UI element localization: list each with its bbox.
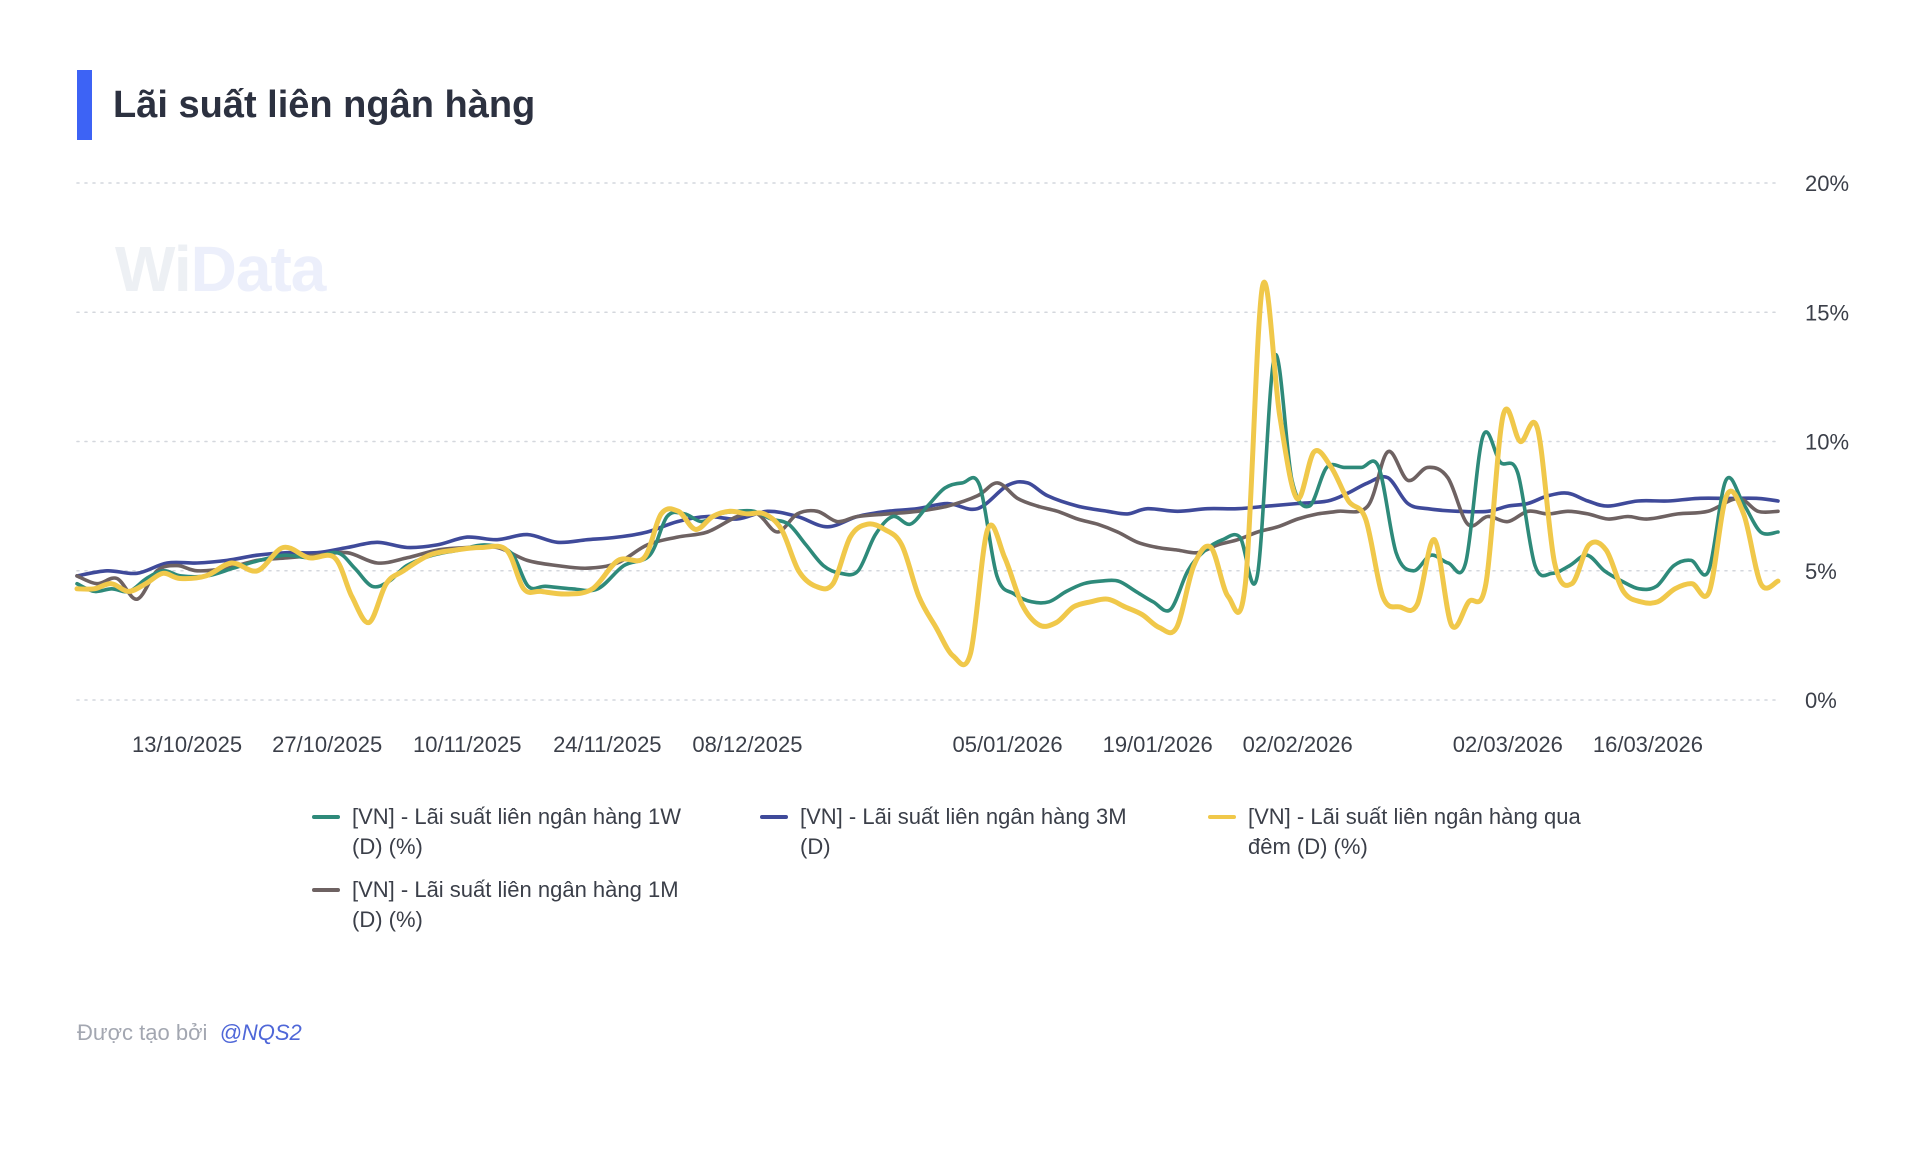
legend-swatch-1w — [312, 815, 340, 819]
x-tick-label: 08/12/2025 — [692, 732, 802, 757]
chart-title: Lãi suất liên ngân hàng — [113, 83, 536, 126]
x-tick-label: 02/03/2026 — [1453, 732, 1563, 757]
legend-item-1w[interactable]: [VN] - Lãi suất liên ngân hàng 1W (D) (%) — [312, 802, 712, 862]
series-line-on[interactable] — [74, 280, 1781, 668]
y-tick-label: 5% — [1805, 559, 1837, 584]
series-line-1w[interactable] — [75, 352, 1780, 613]
series-line-1m[interactable] — [75, 449, 1780, 601]
y-tick-label: 20% — [1805, 171, 1849, 196]
watermark-logo: WiData — [115, 233, 326, 305]
footer-credit: Được tạo bởi @NQS2 — [77, 1020, 302, 1046]
x-tick-label: 05/01/2026 — [952, 732, 1062, 757]
x-tick-label: 10/11/2025 — [413, 732, 521, 757]
series-line-3m[interactable] — [75, 474, 1780, 578]
x-tick-label: 16/03/2026 — [1593, 732, 1703, 757]
x-tick-label: 02/02/2026 — [1243, 732, 1353, 757]
legend-item-3m[interactable]: [VN] - Lãi suất liên ngân hàng 3M (D) — [760, 802, 1160, 862]
legend-label-1w: [VN] - Lãi suất liên ngân hàng 1W (D) (%) — [352, 804, 681, 859]
x-tick-label: 27/10/2025 — [272, 732, 382, 757]
legend-swatch-3m — [760, 815, 788, 819]
y-tick-label: 15% — [1805, 300, 1849, 325]
legend-swatch-overnight — [1208, 815, 1236, 819]
legend-label-1m: [VN] - Lãi suất liên ngân hàng 1M (D) (%) — [352, 877, 679, 932]
x-tick-label: 24/11/2025 — [553, 732, 661, 757]
footer-author-link[interactable]: @NQS2 — [219, 1020, 302, 1045]
legend-label-overnight: [VN] - Lãi suất liên ngân hàng qua đêm (D… — [1248, 804, 1581, 859]
chart-title-block: Lãi suất liên ngân hàng — [77, 70, 535, 140]
title-accent-bar — [77, 70, 92, 140]
legend-item-overnight[interactable]: [VN] - Lãi suất liên ngân hàng qua đêm (D… — [1208, 802, 1608, 862]
y-tick-label: 10% — [1805, 430, 1849, 455]
y-tick-label: 0% — [1805, 688, 1837, 713]
line-chart: 0% 5% 10% 15% 20% 13/10/2025 27/10/2025 10/11/2… — [74, 171, 1849, 757]
legend-label-3m: [VN] - Lãi suất liên ngân hàng 3M (D) — [800, 804, 1127, 859]
legend-swatch-1m — [312, 888, 340, 892]
x-tick-label: 19/01/2026 — [1103, 732, 1213, 757]
legend-item-1m[interactable]: [VN] - Lãi suất liên ngân hàng 1M (D) (%) — [312, 875, 712, 935]
footer-created-by: Được tạo bởi — [77, 1020, 208, 1045]
x-tick-label: 13/10/2025 — [132, 732, 242, 757]
